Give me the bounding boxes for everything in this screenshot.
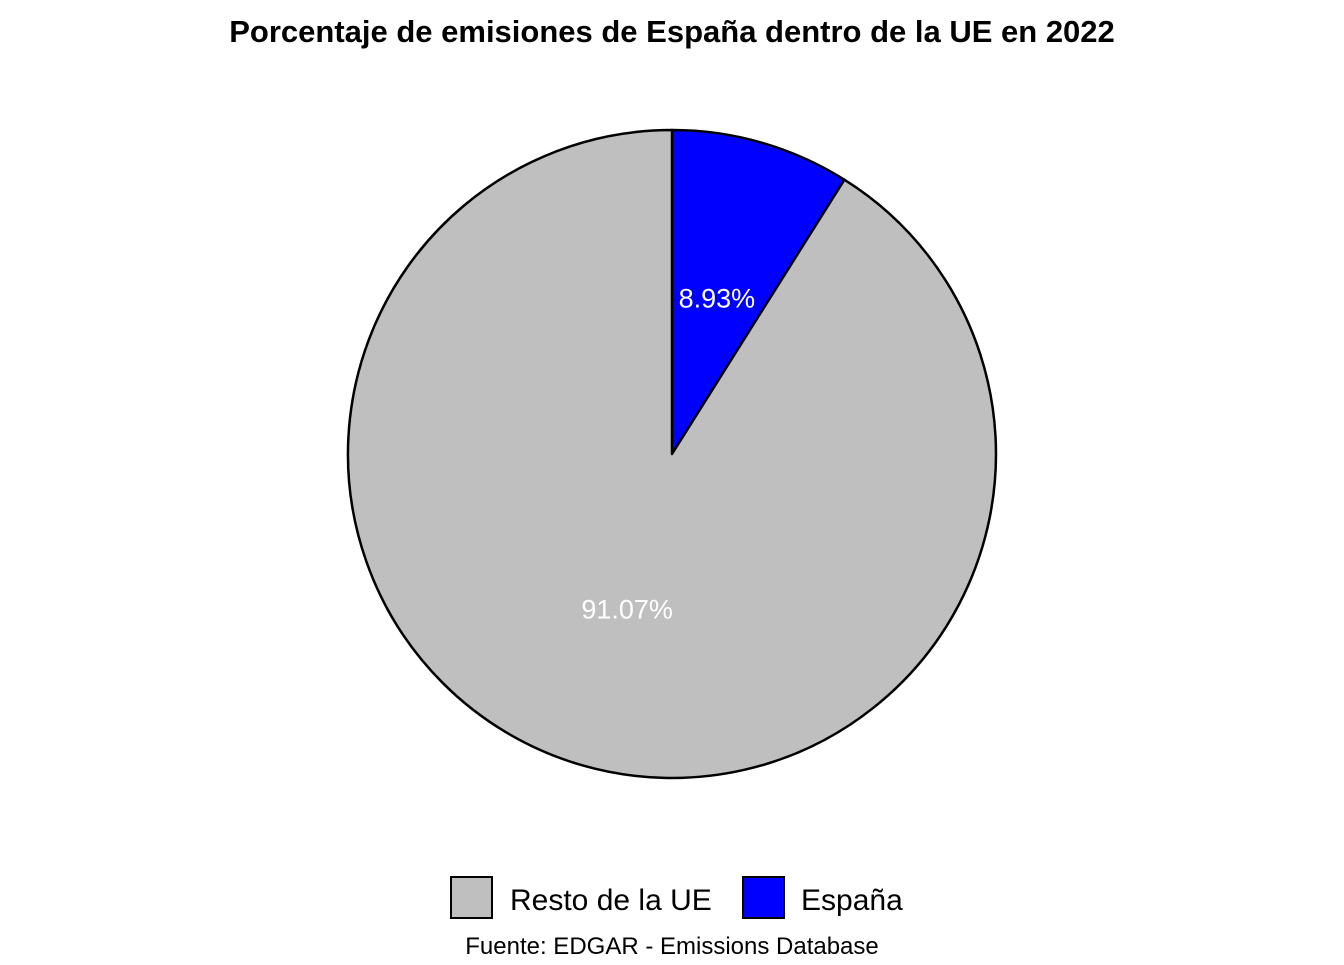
pie-slice-labels: 8.93% 91.07%: [581, 283, 755, 624]
chart-caption: Fuente: EDGAR - Emissions Database: [465, 933, 879, 960]
legend-label-resto: Resto de la UE: [510, 884, 712, 917]
pie-slice-resto: [346, 128, 998, 780]
chart-title: Porcentaje de emisiones de España dentro…: [229, 14, 1115, 49]
legend-swatch-resto: [450, 876, 493, 919]
slice-label-resto: 91.07%: [581, 595, 673, 625]
pie-slices: [346, 128, 998, 780]
legend: Resto de la UE España: [450, 876, 903, 919]
legend-label-espana: España: [801, 884, 903, 917]
pie-slice-espana: [670, 128, 846, 456]
legend-swatch-espana: [742, 876, 785, 919]
slice-label-espana: 8.93%: [679, 283, 756, 313]
